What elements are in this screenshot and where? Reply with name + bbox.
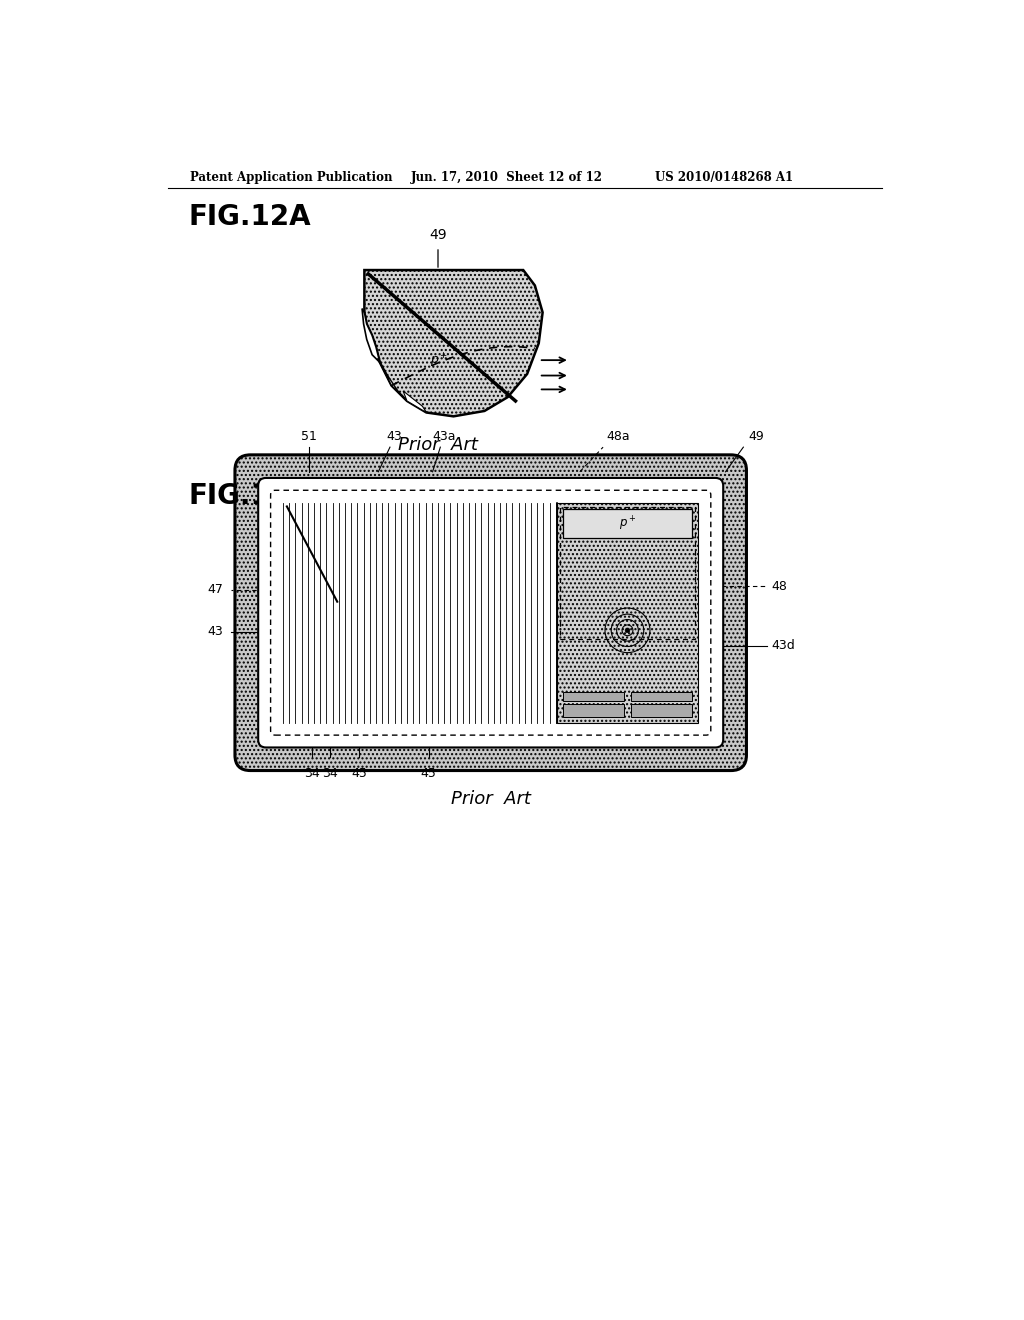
Text: 51: 51: [301, 430, 316, 444]
Text: Prior  Art: Prior Art: [398, 436, 478, 454]
Text: Prior  Art: Prior Art: [451, 789, 530, 808]
Text: 34: 34: [304, 767, 321, 780]
Text: Jun. 17, 2010  Sheet 12 of 12: Jun. 17, 2010 Sheet 12 of 12: [411, 172, 603, 185]
Text: FIG.12B: FIG.12B: [188, 482, 310, 510]
Text: 43: 43: [208, 626, 223, 639]
Text: p$^+$: p$^+$: [618, 515, 636, 532]
Bar: [631, 705, 692, 717]
Bar: [563, 705, 625, 717]
FancyBboxPatch shape: [258, 478, 723, 747]
Text: 34: 34: [322, 767, 337, 780]
Polygon shape: [403, 391, 426, 412]
Bar: [557, 503, 698, 723]
Bar: [283, 503, 698, 723]
Bar: [563, 508, 692, 539]
Text: 49: 49: [749, 430, 765, 444]
Text: 43a: 43a: [432, 430, 456, 444]
Text: 45: 45: [421, 767, 436, 780]
Text: 43: 43: [386, 430, 401, 444]
Text: US 2010/0148268 A1: US 2010/0148268 A1: [655, 172, 794, 185]
Text: FIG.12A: FIG.12A: [188, 203, 311, 231]
FancyBboxPatch shape: [234, 455, 746, 771]
Bar: [560, 507, 695, 639]
Polygon shape: [378, 359, 407, 401]
Text: 48: 48: [771, 579, 787, 593]
Bar: [631, 692, 692, 701]
Polygon shape: [362, 309, 380, 363]
Text: 48a: 48a: [607, 430, 631, 444]
Text: 47: 47: [208, 583, 223, 597]
Circle shape: [626, 628, 630, 632]
Text: 45: 45: [351, 767, 367, 780]
Bar: [563, 692, 625, 701]
Polygon shape: [365, 271, 543, 416]
Text: Patent Application Publication: Patent Application Publication: [190, 172, 392, 185]
Text: 49: 49: [429, 227, 446, 242]
Text: p$^+$: p$^+$: [430, 352, 449, 370]
Text: 43d: 43d: [771, 639, 795, 652]
